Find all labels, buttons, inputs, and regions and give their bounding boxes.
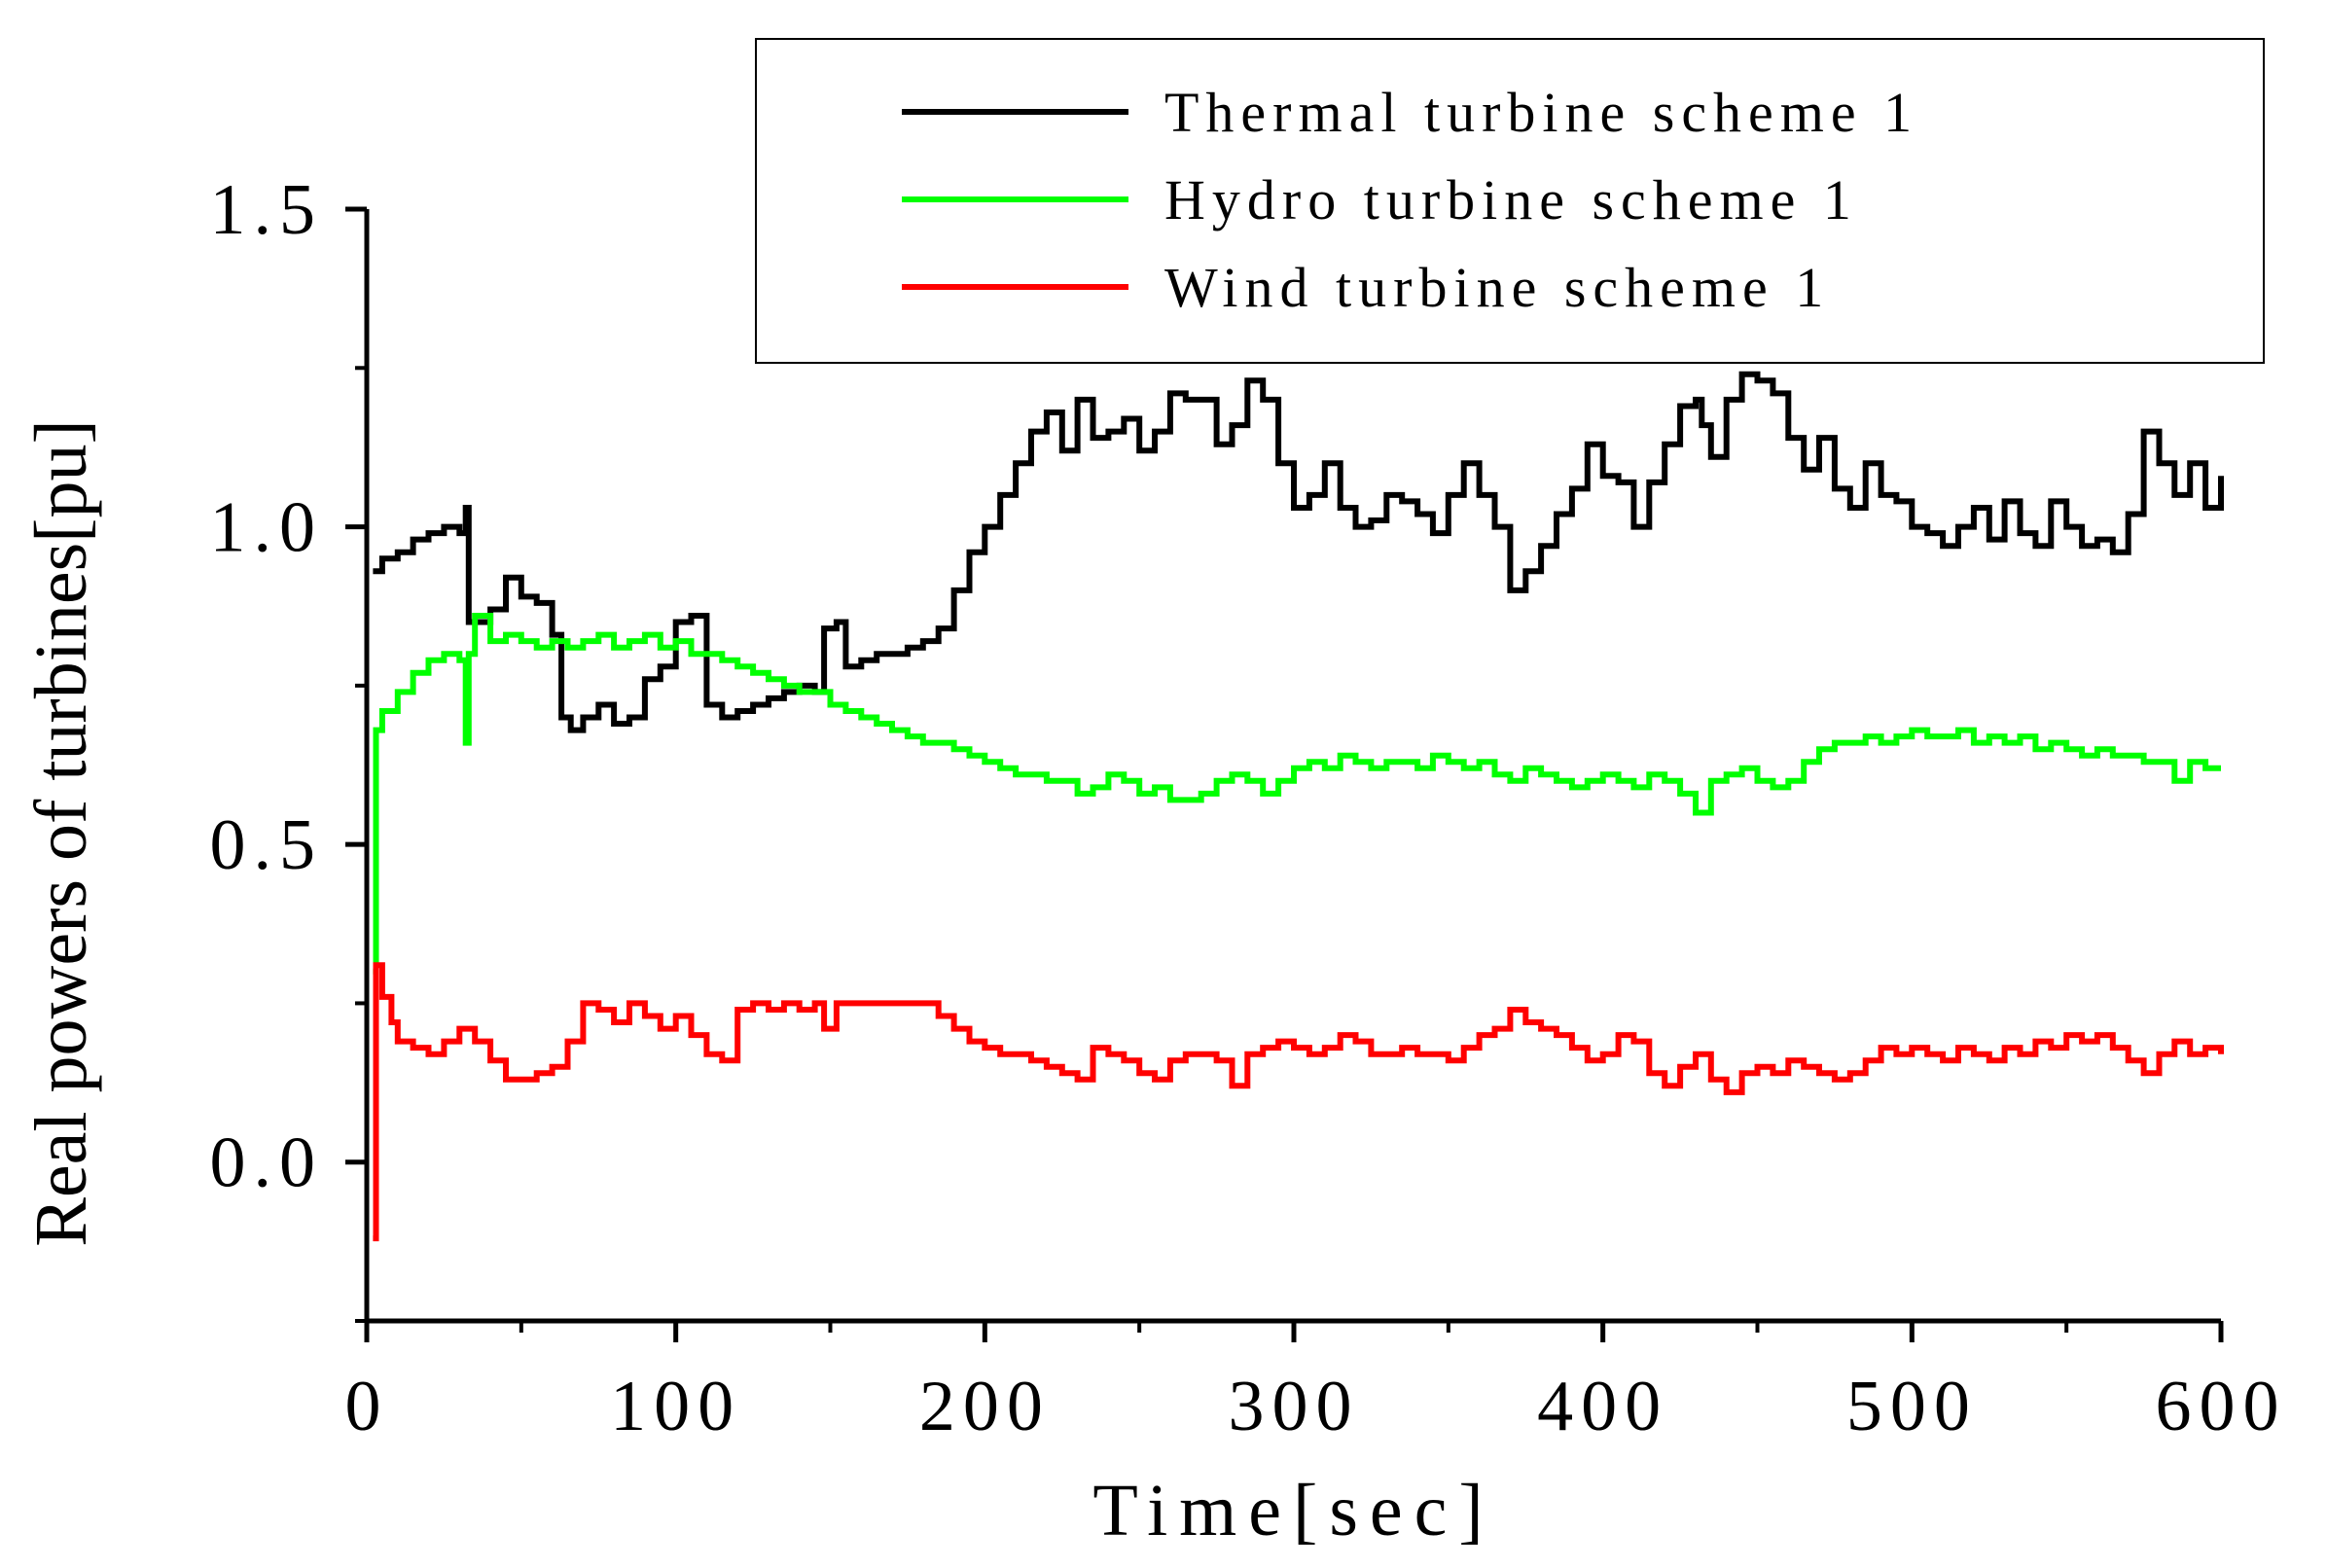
x-tick-label: 400 — [1537, 1367, 1668, 1446]
series-layer — [373, 371, 2224, 1242]
y-tick-label: 1.5 — [210, 170, 324, 250]
y-tick-label: 0.5 — [210, 805, 324, 885]
legend-label-3: Wind turbine scheme 1 — [1164, 256, 1830, 319]
legend-label-1: Thermal turbine scheme 1 — [1164, 81, 1918, 144]
ticks: 0 100 200 300 400 500 600 0.0 0.5 1.0 1.5 — [210, 170, 2287, 1446]
x-tick-label: 100 — [610, 1367, 741, 1446]
x-tick-label: 500 — [1846, 1367, 1978, 1446]
x-tick-label: 200 — [919, 1367, 1051, 1446]
x-axis-title: Time[sec] — [1092, 1470, 1494, 1551]
legend-label-2: Hydro turbine scheme 1 — [1164, 168, 1858, 232]
x-tick-label: 300 — [1229, 1367, 1360, 1446]
x-tick-label: 600 — [2156, 1367, 2287, 1446]
y-tick-label: 1.0 — [210, 488, 324, 568]
series-line-2 — [373, 613, 2221, 975]
y-axis-title: Real powers of turbines[pu] — [20, 419, 102, 1247]
series-line-3 — [373, 962, 2224, 1242]
series-line-1 — [373, 371, 2224, 733]
y-tick-label: 0.0 — [210, 1123, 324, 1203]
x-tick-label: 0 — [345, 1367, 389, 1446]
legend: Thermal turbine scheme 1 Hydro turbine sc… — [755, 38, 2265, 364]
